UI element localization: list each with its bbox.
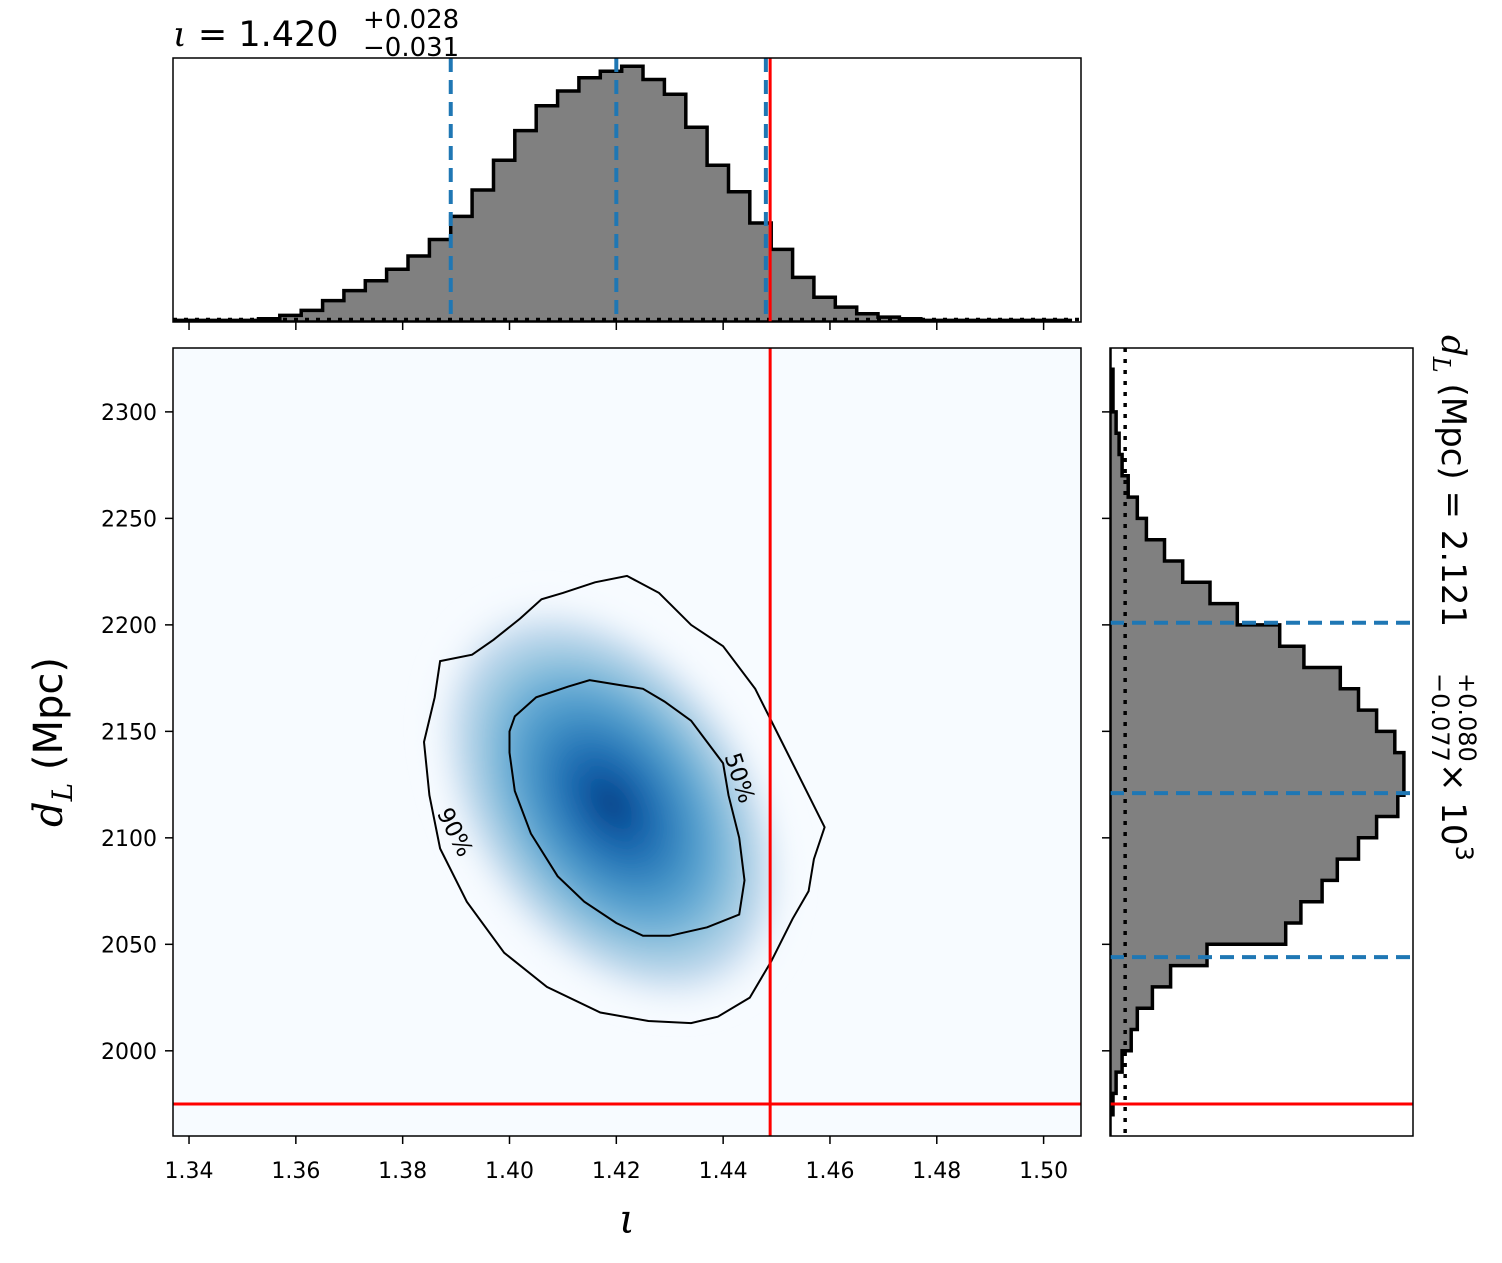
y-tick-label: 2050 (101, 933, 157, 958)
joint-density-map (430, 596, 792, 1011)
y-tick-label: 2150 (101, 720, 157, 745)
svg-text:dL (Mpc) = 2.121: dL (Mpc) = 2.121 (1427, 335, 1473, 627)
dl-quantile-lines (1110, 620, 1413, 960)
x-tick-label: 1.34 (165, 1159, 214, 1184)
contour-90pct (422, 574, 826, 1025)
x-tick-label: 1.50 (1019, 1159, 1068, 1184)
y-tick-label: 2300 (101, 401, 157, 426)
iota-quantile-lines (448, 58, 768, 322)
iota-marginal-panel: ι = 1.420 +0.028 −0.031 (172, 5, 1082, 330)
density-core (430, 596, 792, 1011)
svg-text:dL (Mpc): dL (Mpc) (26, 657, 79, 827)
iota-marginal-ticks (188, 322, 1045, 330)
iota-histogram (173, 64, 1073, 322)
x-axis-label: ι (619, 1197, 635, 1243)
x-tick-label: 1.44 (699, 1159, 748, 1184)
dl-title-lower-error: −0.077 (1426, 673, 1454, 762)
dl-marginal-panel: dL (Mpc) = 2.121 +0.080 −0.077 × 103 (1102, 335, 1481, 1137)
x-tick-label: 1.36 (271, 1159, 320, 1184)
x-tick-label: 1.40 (485, 1159, 534, 1184)
x-tick-label: 1.48 (912, 1159, 961, 1184)
iota-title-upper-error: +0.028 (363, 5, 459, 35)
dl-title-upper-error: +0.080 (1453, 673, 1481, 762)
x-tick-label: 1.38 (378, 1159, 427, 1184)
joint-frame (172, 347, 1082, 1137)
dl-histogram (1110, 348, 1406, 1136)
dl-title-scale: × 103 (1433, 763, 1478, 861)
dl-marginal-frame (1109, 347, 1414, 1137)
y-tick-label: 2100 (101, 827, 157, 852)
y-axis-label: dL (Mpc) (26, 657, 79, 827)
iota-marginal-title: ι = 1.420 (173, 15, 339, 55)
x-axis-ticks: 1.34 1.36 1.38 1.40 1.42 1.44 1.46 1.48 1.50 (165, 1136, 1068, 1184)
joint-posterior-panel: 50%90% 1.34 1.36 1.38 1.40 1.42 1.44 1.46 1.48 1… (26, 347, 1082, 1243)
iota-marginal-frame (172, 57, 1082, 323)
y-axis-ticks: 2000 2050 2100 2150 2200 2250 2300 (101, 401, 173, 1065)
y-tick-label: 2250 (101, 507, 157, 532)
iota-title-lower-error: −0.031 (363, 33, 459, 63)
y-tick-label: 2200 (101, 614, 157, 639)
dl-marginal-title: dL (Mpc) = 2.121 +0.080 −0.077 × 103 (1426, 335, 1481, 861)
contour-50pct (508, 679, 746, 937)
x-tick-label: 1.46 (805, 1159, 854, 1184)
dl-marginal-ticks (1102, 411, 1110, 1052)
y-tick-label: 2000 (101, 1040, 157, 1065)
x-tick-label: 1.42 (592, 1159, 641, 1184)
